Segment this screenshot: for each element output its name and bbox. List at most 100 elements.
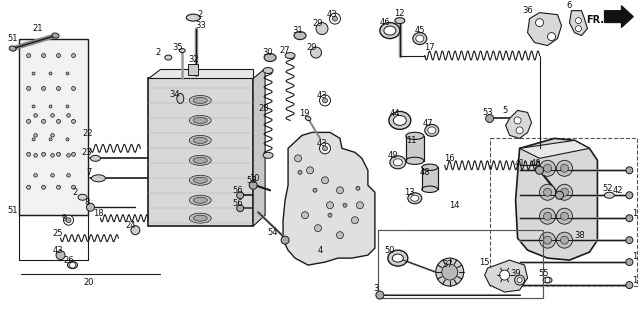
Text: 56: 56 (233, 199, 243, 208)
Text: 25: 25 (52, 229, 63, 238)
Circle shape (557, 160, 572, 176)
Circle shape (51, 154, 54, 157)
Circle shape (543, 164, 552, 172)
Ellipse shape (189, 135, 211, 145)
Circle shape (34, 174, 37, 177)
Circle shape (536, 19, 543, 27)
Polygon shape (604, 6, 634, 28)
Circle shape (626, 259, 633, 266)
Bar (490, 138, 637, 286)
Text: 43: 43 (326, 10, 337, 19)
Circle shape (27, 152, 31, 156)
Circle shape (67, 174, 70, 177)
Bar (188, 63, 198, 75)
Circle shape (51, 174, 54, 177)
Circle shape (307, 167, 314, 174)
Text: 15: 15 (479, 257, 490, 267)
Text: 3: 3 (373, 284, 379, 293)
Circle shape (67, 154, 70, 157)
Text: 9: 9 (62, 214, 67, 223)
Circle shape (56, 119, 61, 123)
Polygon shape (516, 138, 597, 260)
Circle shape (298, 170, 302, 174)
Text: 21: 21 (33, 24, 43, 33)
Ellipse shape (428, 127, 436, 134)
Ellipse shape (263, 68, 273, 73)
Text: 37: 37 (442, 260, 453, 268)
Circle shape (536, 166, 543, 174)
Text: 29: 29 (307, 43, 317, 52)
Circle shape (557, 232, 572, 248)
Circle shape (66, 72, 69, 75)
Ellipse shape (395, 18, 405, 24)
Circle shape (310, 47, 321, 58)
Text: 11: 11 (406, 136, 417, 145)
Ellipse shape (189, 116, 211, 125)
Ellipse shape (165, 55, 172, 60)
Bar (406, 136, 424, 161)
Circle shape (543, 212, 552, 220)
Text: 27: 27 (280, 46, 291, 55)
Text: 55: 55 (538, 268, 548, 278)
Ellipse shape (294, 32, 306, 40)
Circle shape (72, 119, 76, 123)
Text: 22: 22 (82, 129, 93, 138)
Text: 17: 17 (424, 43, 435, 52)
Text: 43: 43 (317, 139, 327, 148)
Text: 7: 7 (87, 168, 92, 177)
Text: 45: 45 (415, 26, 425, 35)
Text: 46: 46 (380, 18, 390, 27)
Ellipse shape (177, 94, 184, 103)
Circle shape (323, 98, 328, 103)
Ellipse shape (406, 132, 424, 139)
Circle shape (626, 167, 633, 174)
Ellipse shape (394, 159, 403, 166)
Text: 40: 40 (531, 159, 541, 168)
Ellipse shape (604, 192, 614, 198)
Text: 18: 18 (93, 209, 104, 218)
Text: 30: 30 (263, 48, 273, 57)
Ellipse shape (52, 33, 59, 38)
Circle shape (56, 54, 61, 57)
Circle shape (486, 114, 493, 122)
Circle shape (575, 26, 582, 32)
Text: 35: 35 (172, 43, 182, 52)
Bar (378, 230, 543, 298)
Circle shape (237, 192, 244, 199)
Circle shape (343, 203, 347, 207)
Bar (422, 167, 438, 189)
Ellipse shape (189, 95, 211, 106)
Circle shape (626, 215, 633, 222)
Circle shape (51, 114, 54, 117)
Circle shape (557, 184, 572, 200)
Polygon shape (520, 140, 589, 158)
Ellipse shape (543, 277, 552, 283)
Circle shape (72, 152, 76, 156)
Text: 2: 2 (198, 10, 203, 19)
Polygon shape (148, 68, 253, 78)
Circle shape (575, 18, 582, 24)
Text: 28: 28 (259, 104, 269, 113)
Text: 1: 1 (632, 209, 637, 218)
Ellipse shape (179, 49, 185, 52)
Ellipse shape (193, 197, 207, 203)
Text: 56: 56 (233, 186, 243, 195)
Circle shape (32, 72, 35, 75)
Circle shape (516, 127, 523, 134)
Circle shape (557, 208, 572, 224)
Text: FR.: FR. (586, 15, 604, 24)
Polygon shape (506, 111, 532, 138)
Text: 43: 43 (317, 91, 327, 100)
Text: 12: 12 (395, 9, 405, 18)
Ellipse shape (78, 194, 87, 200)
Circle shape (556, 191, 563, 199)
Circle shape (332, 16, 337, 21)
Polygon shape (527, 13, 561, 46)
Ellipse shape (411, 195, 419, 201)
Circle shape (249, 181, 257, 189)
Circle shape (56, 185, 61, 189)
Ellipse shape (413, 33, 427, 45)
Ellipse shape (193, 157, 207, 163)
Ellipse shape (416, 35, 424, 42)
Circle shape (131, 226, 140, 235)
